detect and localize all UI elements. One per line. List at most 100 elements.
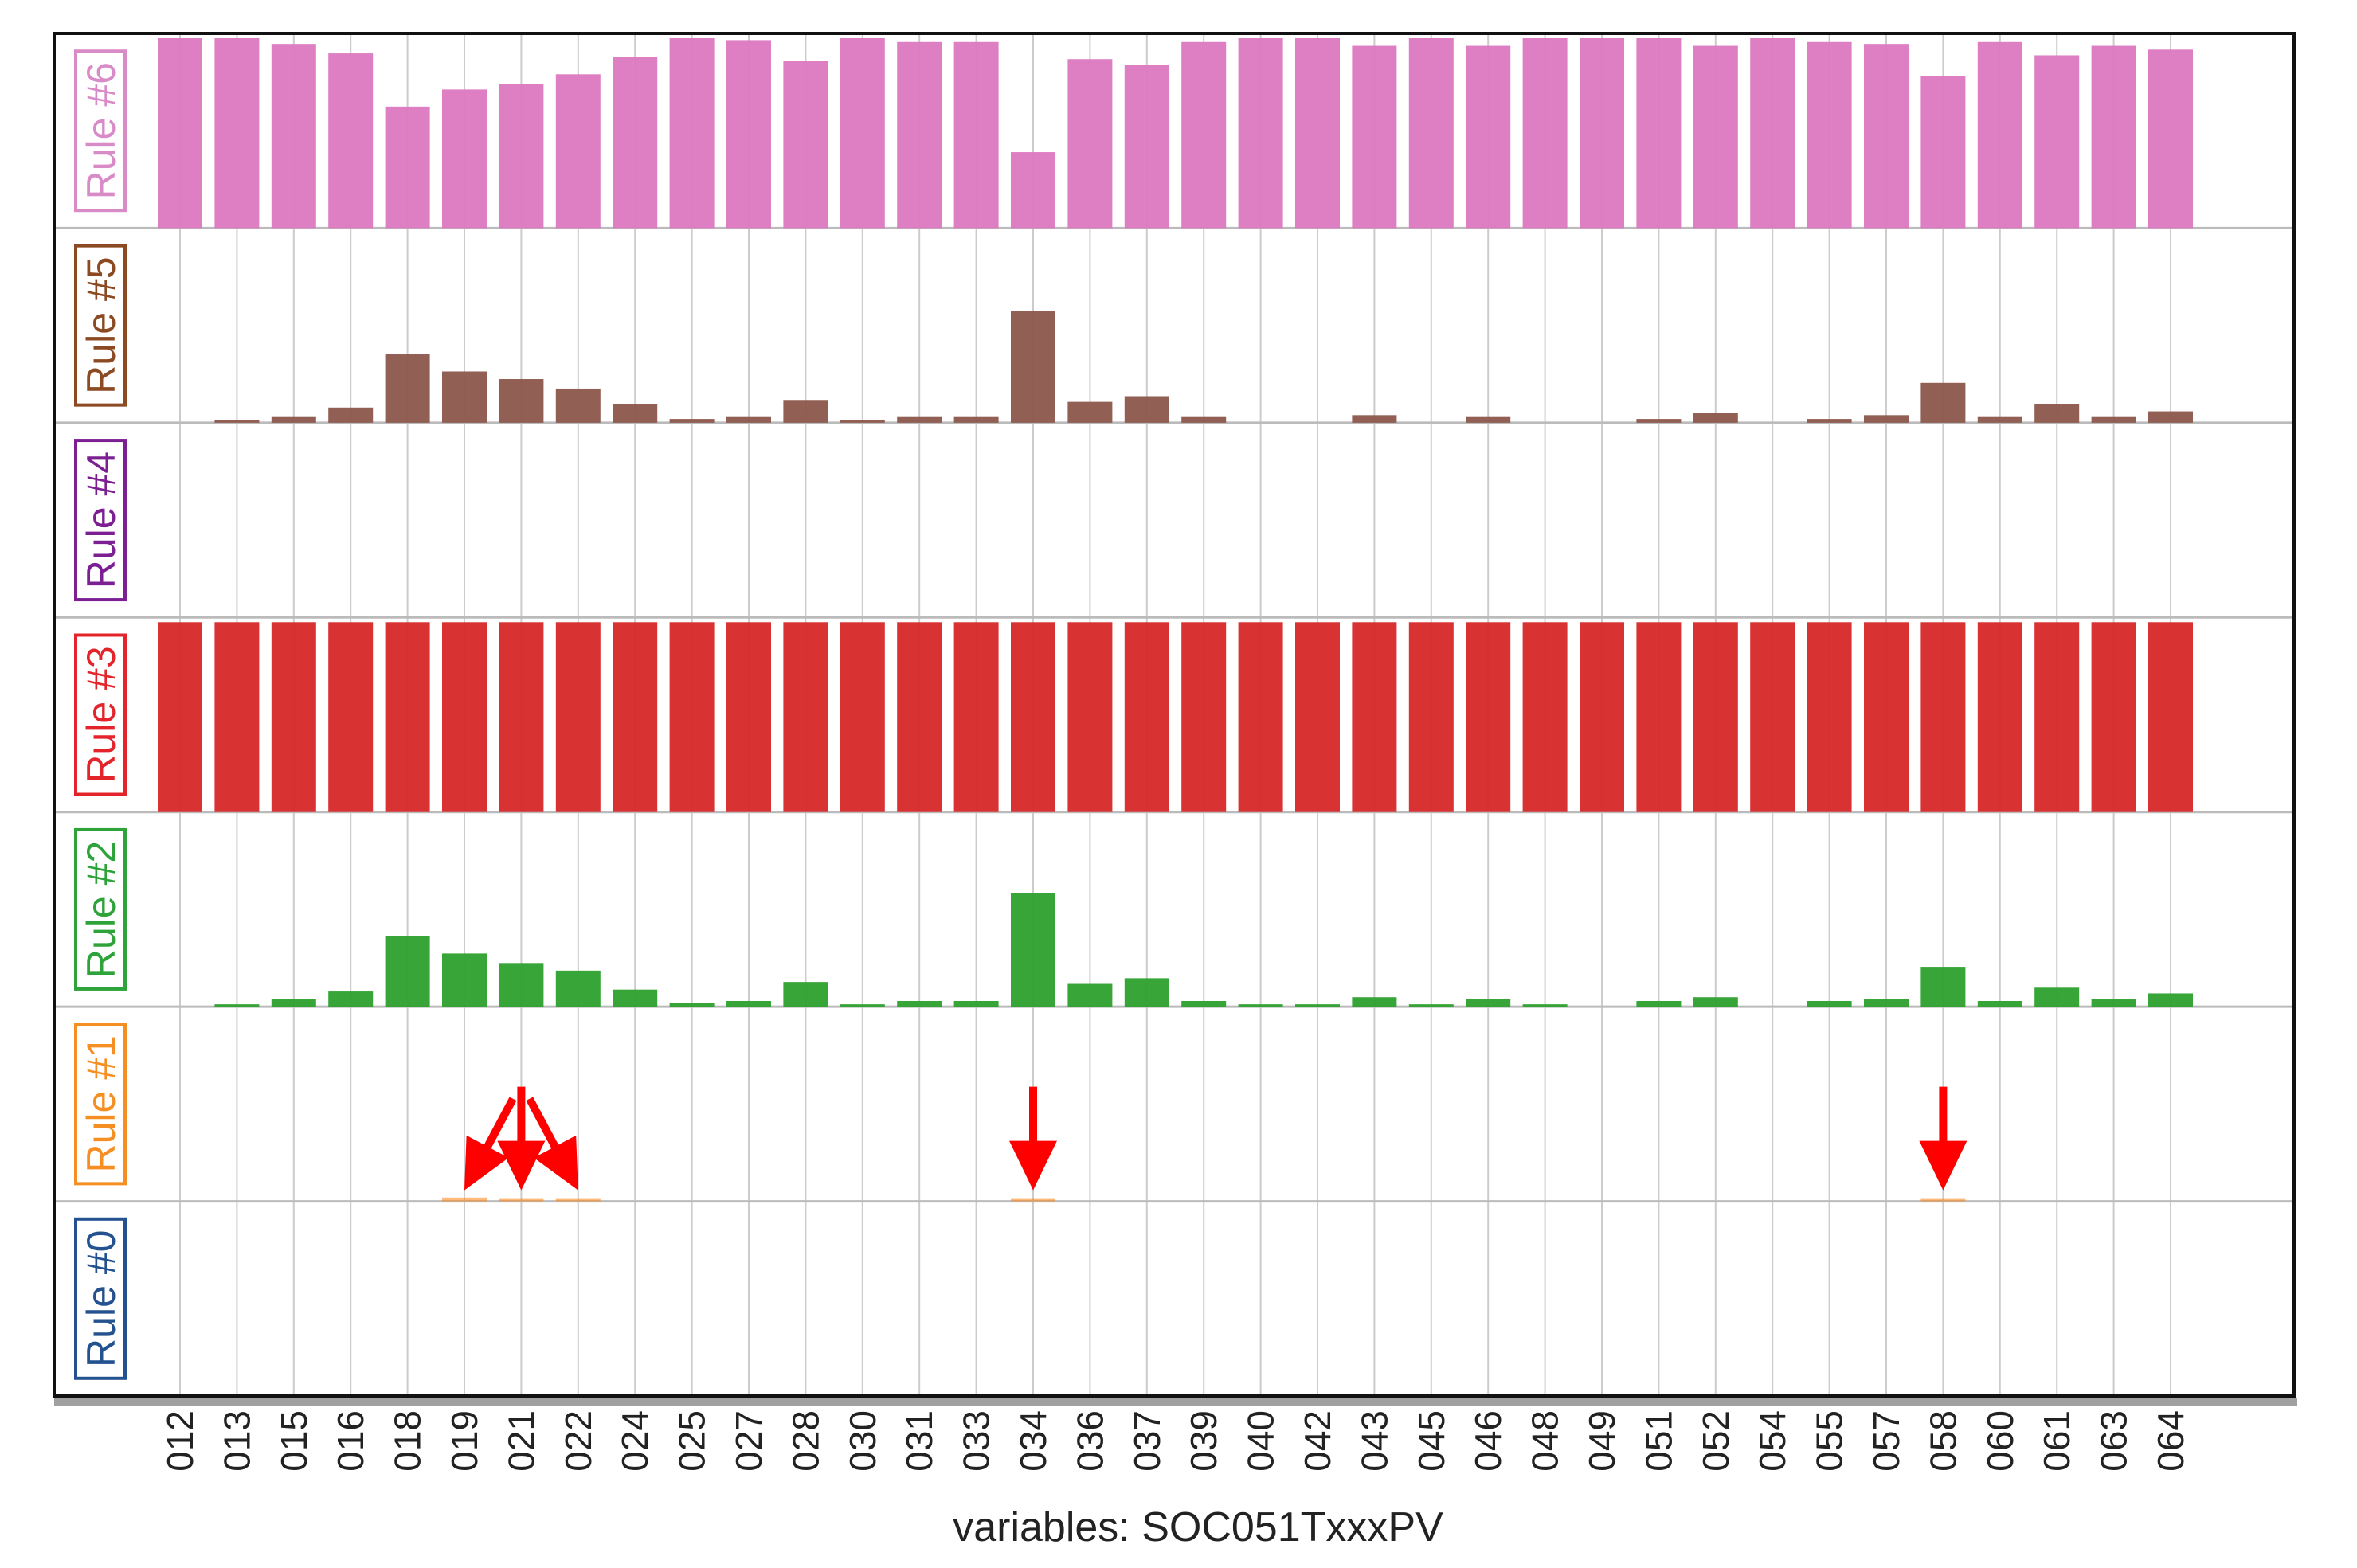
x-tick-label-034: 034 (1012, 1410, 1054, 1472)
panel-label-box (74, 244, 127, 407)
bar-rule2-048 (1522, 1004, 1568, 1007)
bar-rule5-022 (555, 388, 601, 423)
bar-rule2-037 (1124, 978, 1169, 1007)
panel-label-text: Rule #3 (79, 646, 123, 783)
bar-rule3-021 (499, 622, 544, 812)
bar-rule2-043 (1352, 997, 1397, 1007)
bar-rule2-021 (499, 963, 544, 1007)
arrow-shaft (526, 1097, 562, 1154)
bar-rule6-033 (953, 41, 999, 229)
bar-rule2-039 (1181, 1000, 1227, 1007)
bar-rule5-036 (1067, 401, 1113, 423)
x-axis-ticks: 012 013 015 016 018 019 021 022 024 025 027 028 030 0… (159, 1396, 2191, 1472)
panel-label-text: Rule #5 (79, 256, 123, 393)
bar-rule3-064 (2148, 622, 2193, 812)
bar-rule6-061 (2034, 55, 2080, 229)
bar-rule5-034 (1011, 311, 1055, 423)
bar-rule5-063 (2091, 416, 2136, 423)
bar-rule3-037 (1124, 622, 1169, 812)
bar-rule3-015 (271, 622, 316, 812)
bar-rule5-016 (328, 407, 374, 423)
bar-rule6-049 (1580, 38, 1624, 229)
x-tick-label-043: 043 (1353, 1410, 1395, 1472)
x-tick-label-036: 036 (1069, 1410, 1110, 1472)
annotation-arrow-022 (526, 1097, 578, 1191)
bar-rule6-052 (1693, 45, 1738, 229)
bar-rule5-046 (1466, 416, 1511, 423)
panel-labels: Rule #6 Rule #5 Rule #4 Rule #3 Rule #2 Rule … (74, 49, 127, 1380)
x-tick-label-052: 052 (1695, 1410, 1736, 1472)
bar-rule3-034 (1011, 622, 1055, 812)
x-tick-label-057: 057 (1866, 1410, 1907, 1472)
panel-label-text: Rule #6 (79, 62, 123, 199)
bar-rule2-057 (1864, 999, 1909, 1007)
bar-rule3-031 (897, 622, 942, 812)
bar-rule6-019 (442, 89, 487, 229)
x-tick-label-015: 015 (273, 1410, 315, 1472)
arrow-head (464, 1135, 509, 1191)
bar-rule6-015 (271, 44, 316, 229)
bar-rule2-031 (897, 1000, 942, 1007)
panel-label-rule2: Rule #2 (74, 827, 127, 991)
bar-rule2-055 (1807, 1000, 1852, 1007)
bar-rule5-057 (1864, 415, 1909, 423)
bar-rule6-039 (1181, 41, 1227, 229)
bar-rule3-019 (442, 622, 487, 812)
bar-rule3-028 (783, 622, 828, 812)
bar-rule2-036 (1067, 983, 1113, 1007)
bar-rule6-021 (499, 84, 544, 229)
bar-rule3-016 (328, 622, 374, 812)
panel-label-box (74, 439, 127, 602)
bars-layer (158, 38, 2193, 1202)
panel-label-rule3: Rule #3 (74, 633, 127, 796)
bar-rule3-052 (1693, 622, 1738, 812)
bar-rule5-028 (783, 400, 828, 423)
x-tick-label-021: 021 (500, 1410, 542, 1472)
bar-rule3-027 (726, 622, 771, 812)
annotation-arrows (464, 1086, 1967, 1191)
bar-rule2-025 (669, 1003, 715, 1007)
bar-rule5-058 (1920, 382, 1966, 423)
bar-rule6-046 (1466, 45, 1511, 229)
bar-rule6-025 (669, 38, 715, 229)
x-tick-label-055: 055 (1809, 1410, 1850, 1472)
bar-rule2-046 (1466, 999, 1511, 1007)
x-tick-label-058: 058 (1922, 1410, 1964, 1472)
bar-rule6-040 (1238, 38, 1283, 229)
panel-label-box (74, 827, 127, 991)
x-tick-label-039: 039 (1183, 1410, 1224, 1472)
bar-rule1-034 (1011, 1198, 1055, 1202)
panel-label-box (74, 1217, 127, 1380)
bar-rule5-018 (385, 354, 430, 423)
bar-rule3-057 (1864, 622, 1909, 812)
x-tick-label-033: 033 (956, 1410, 997, 1472)
x-tick-label-046: 046 (1467, 1410, 1509, 1472)
bar-rule5-043 (1352, 415, 1397, 423)
bar-rule3-036 (1067, 622, 1113, 812)
bar-rule3-013 (214, 622, 260, 812)
bar-rule5-037 (1124, 396, 1169, 423)
x-tick-label-013: 013 (216, 1410, 257, 1472)
bar-rule3-012 (158, 622, 202, 812)
x-tick-label-037: 037 (1126, 1410, 1168, 1472)
bar-rule5-027 (726, 416, 771, 423)
bar-rule2-030 (840, 1004, 885, 1007)
bar-rule3-054 (1750, 622, 1795, 812)
bar-rule5-052 (1693, 413, 1738, 423)
x-tick-label-045: 045 (1411, 1410, 1452, 1472)
bar-rule3-043 (1352, 622, 1397, 812)
axis-baseline-shadow (54, 1398, 2297, 1406)
annotation-arrow-019 (464, 1097, 517, 1191)
bar-rule3-039 (1181, 622, 1227, 812)
bar-rule1-022 (555, 1198, 601, 1202)
x-tick-label-063: 063 (2093, 1410, 2135, 1472)
panel-label-text: Rule #0 (79, 1230, 123, 1367)
x-tick-label-060: 060 (1979, 1410, 2021, 1472)
bar-rule6-027 (726, 40, 771, 229)
x-tick-label-018: 018 (387, 1410, 429, 1472)
x-tick-label-064: 064 (2150, 1410, 2191, 1472)
bar-rule2-033 (953, 1000, 999, 1007)
arrow-head (497, 1140, 546, 1191)
bar-rule2-060 (1977, 1000, 2022, 1007)
bar-rule5-015 (271, 416, 316, 423)
